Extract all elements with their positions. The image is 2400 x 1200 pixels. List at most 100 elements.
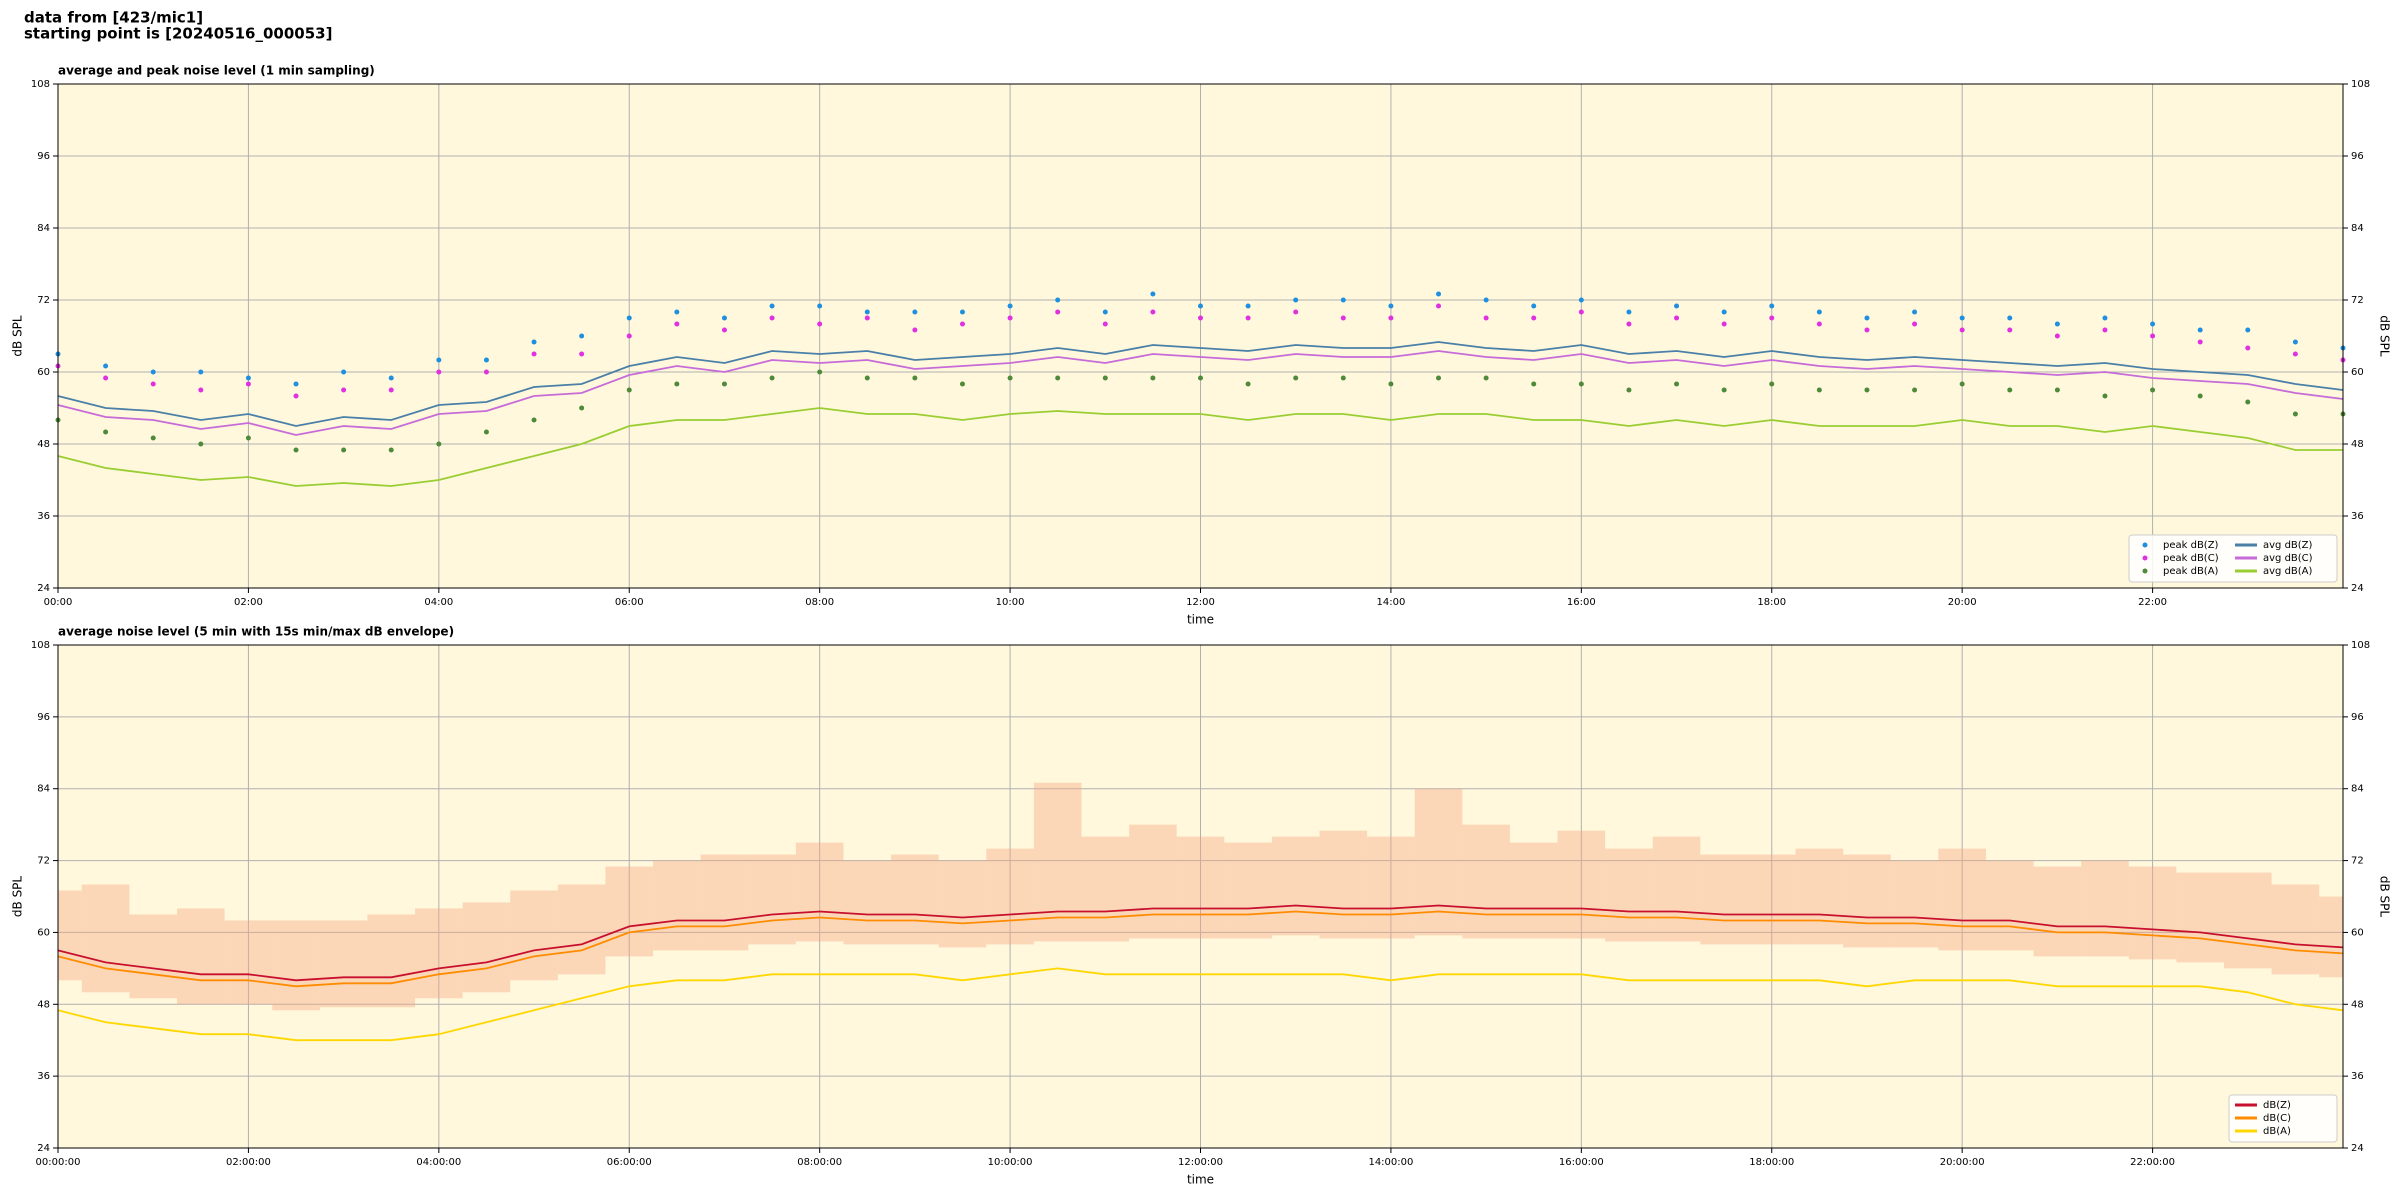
peak-point [1912,387,1918,393]
legend-label: dB(Z) [2263,1100,2291,1111]
peak-point [1674,303,1680,309]
y-tick-label: 48 [37,999,50,1010]
envelope-band [2271,884,2320,975]
envelope-band [1938,848,1986,951]
peak-point [1483,315,1489,321]
envelope-band [1890,860,1939,948]
peak-point [1864,315,1870,321]
legend-box [2128,534,2338,583]
y-tick-label: 60 [2351,367,2364,378]
y-tick-label: 84 [37,223,50,234]
peak-point [1150,309,1156,315]
y-tick-label: 72 [37,856,50,867]
peak-point [1959,381,1965,387]
peak-point [2292,411,2298,417]
peak-point [2102,327,2108,333]
peak-point [1626,387,1632,393]
x-tick-label: 06:00 [615,597,644,608]
peak-point [1674,381,1680,387]
peak-point [2197,327,2203,333]
envelope-band [319,920,368,1008]
peak-point [1293,309,1299,315]
y-tick-label: 96 [2351,712,2364,723]
peak-point [1007,375,1013,381]
peak-point [2197,393,2203,399]
legend-swatch [2142,555,2148,561]
peak-point [1626,321,1632,327]
x-tick-label: 18:00:00 [1749,1157,1794,1168]
x-tick-label: 08:00 [805,597,834,608]
peak-point [1531,303,1537,309]
peak-point [436,441,442,447]
y-tick-label: 36 [37,1071,50,1082]
y-tick-label: 72 [2351,295,2364,306]
y-tick-label: 36 [2351,1071,2364,1082]
x-axis-label: time [1187,613,1214,627]
envelope-band [1033,782,1082,942]
y-tick-label: 48 [37,439,50,450]
peak-point [2150,387,2156,393]
y-tick-label: 108 [2351,79,2370,90]
peak-point [2245,399,2251,405]
peak-point [1007,303,1013,309]
peak-point [531,417,537,423]
peak-point [245,375,251,381]
peak-point [721,381,727,387]
x-tick-label: 02:00:00 [226,1157,271,1168]
envelope-band [1271,836,1320,936]
peak-point [626,387,632,393]
envelope-band [58,890,82,981]
chart-title: average and peak noise level (1 min samp… [58,64,375,78]
peak-point [1816,321,1822,327]
peak-point [1388,303,1394,309]
envelope-band [462,902,511,993]
plot-frame [57,83,2344,589]
envelope-band [891,854,939,945]
peak-point [579,351,585,357]
peak-point [912,327,918,333]
envelope-band [1367,836,1415,939]
x-axis-label: time [1187,1173,1214,1187]
peak-point [2007,387,2013,393]
envelope-band [748,854,796,945]
envelope-band [1462,824,1510,939]
peak-point [293,381,299,387]
envelope-band [938,860,987,948]
peak-point [721,327,727,333]
x-tick-label: 04:00:00 [416,1157,461,1168]
y-tick-label: 48 [2351,439,2364,450]
peak-point [864,309,870,315]
x-tick-label: 00:00:00 [36,1157,81,1168]
peak-point [2292,351,2298,357]
y-tick-label: 60 [37,367,50,378]
legend-label: peak dB(A) [2163,566,2219,577]
envelope-band [1319,830,1368,939]
envelope-band [510,890,558,981]
peak-point [2054,387,2060,393]
peak-point [1102,321,1108,327]
x-tick-label: 04:00 [424,597,453,608]
envelope-band [177,908,225,1005]
legend-label: peak dB(Z) [2163,540,2219,551]
peak-point [2150,321,2156,327]
peak-point [579,333,585,339]
envelope-band [795,842,844,942]
peak-point [2245,345,2251,351]
y-tick-label: 108 [2351,640,2370,651]
peak-point [1816,309,1822,315]
peak-point [1102,375,1108,381]
peak-point [2007,315,2013,321]
y-tick-label: 84 [2351,223,2364,234]
y-tick-label: 60 [2351,927,2364,938]
peak-point [2102,393,2108,399]
peak-point [150,369,156,375]
peak-point [245,381,251,387]
peak-point [674,381,680,387]
peak-point [1245,381,1251,387]
peak-point [864,375,870,381]
envelope-band [1843,854,1891,948]
peak-point [1388,381,1394,387]
peak-point [103,375,109,381]
peak-point [483,429,489,435]
peak-point [912,309,918,315]
